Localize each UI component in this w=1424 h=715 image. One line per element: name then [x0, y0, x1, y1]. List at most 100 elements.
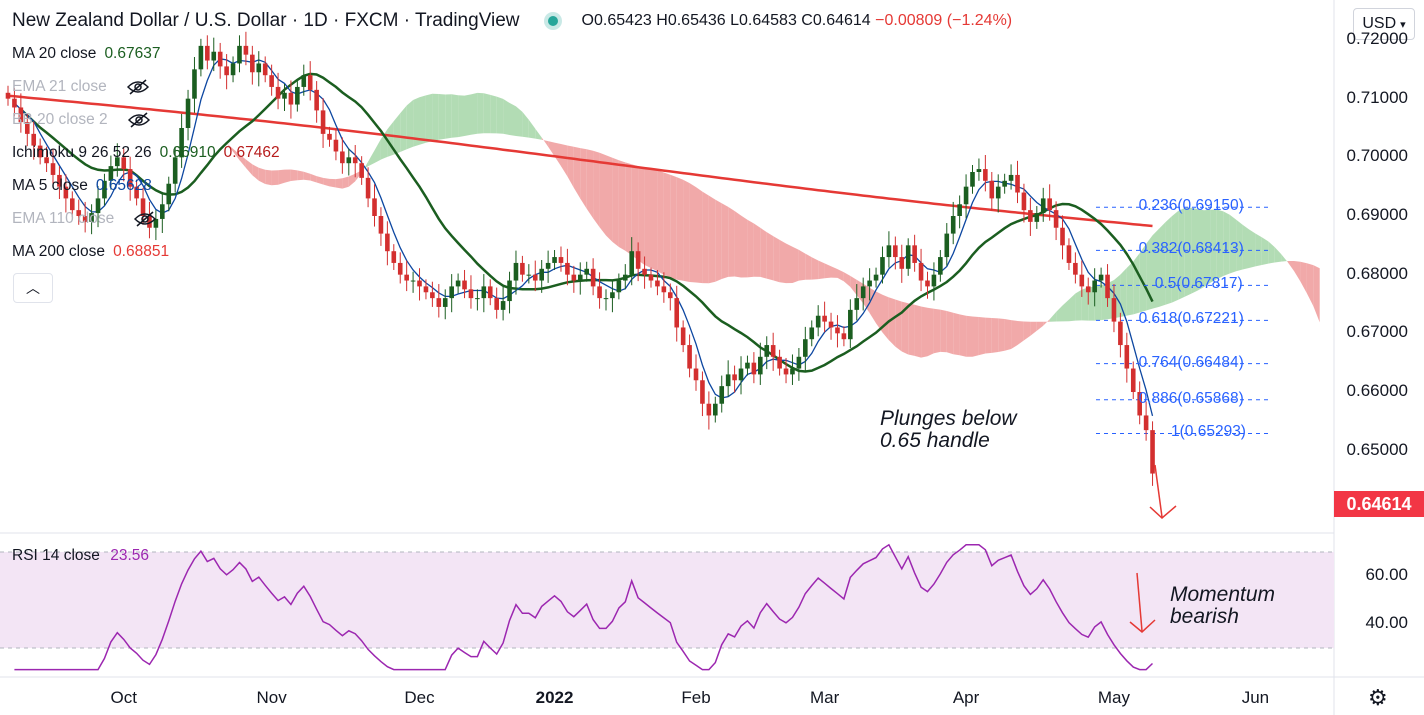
cloud-segment: [1184, 207, 1192, 297]
candle-body: [867, 280, 872, 287]
cloud-segment: [702, 191, 709, 284]
cloud-segment: [612, 157, 619, 247]
candle-body: [532, 274, 538, 281]
cloud-segment: [773, 236, 780, 283]
legend-row[interactable]: MA 200 close 0.68851: [12, 243, 169, 261]
legend-row[interactable]: MA 20 close 0.67637: [12, 45, 160, 63]
cloud-segment: [1036, 321, 1044, 331]
candle-body: [275, 86, 281, 99]
cloud-segment: [1049, 312, 1057, 322]
candle-body: [352, 157, 358, 164]
candle-body: [423, 286, 429, 293]
candle-body: [134, 186, 139, 199]
candle-body: [172, 157, 178, 184]
settings-gear-icon[interactable]: ⚙: [1368, 685, 1388, 710]
rsi-down-arrow: [1136, 572, 1143, 632]
cloud-segment: [991, 318, 999, 353]
candle-body: [397, 262, 403, 275]
candle-body: [237, 45, 242, 64]
candle-body: [70, 198, 75, 211]
legend-label: Ichimoku 9 26 52 26: [12, 144, 152, 161]
candle-body: [121, 157, 127, 170]
candle-body: [1034, 213, 1040, 222]
cloud-segment: [593, 150, 600, 228]
cloud-segment: [663, 172, 671, 278]
candle-body: [848, 309, 853, 340]
candle-body: [160, 204, 165, 219]
candle-body: [1021, 192, 1027, 211]
candle-body: [989, 180, 995, 199]
cloud-segment: [200, 121, 208, 128]
symbol-title[interactable]: New Zealand Dollar / U.S. Dollar · 1D · …: [12, 10, 520, 31]
time-tick-label: Dec: [404, 688, 435, 707]
cloud-segment: [323, 177, 330, 187]
candle-body: [629, 251, 635, 275]
cloud-segment: [1223, 211, 1230, 276]
candle-body: [455, 280, 461, 287]
candle-body: [944, 233, 950, 258]
candle-body: [886, 245, 892, 258]
candle-body: [622, 274, 628, 281]
candle-body: [327, 133, 332, 140]
hidden-eye-icon[interactable]: [127, 112, 150, 128]
legend-value: 0.68851: [113, 243, 170, 260]
candle-body: [385, 233, 390, 252]
legend-row[interactable]: EMA 21 close: [12, 78, 149, 96]
cloud-segment: [567, 145, 574, 188]
candle-body: [1105, 274, 1110, 299]
legend-row[interactable]: EMA 110 close: [12, 210, 157, 228]
price-tick-label: 0.66000: [1346, 381, 1408, 400]
fib-label: 0.886(0.65868): [1138, 389, 1244, 407]
cloud-segment: [374, 139, 381, 163]
cloud-segment: [419, 95, 426, 145]
candle-body: [1085, 286, 1091, 293]
candle-body: [44, 157, 49, 164]
hidden-eye-icon[interactable]: [126, 79, 149, 95]
cloud-segment: [1165, 216, 1172, 305]
candle-body: [127, 169, 133, 187]
candle-body: [976, 169, 982, 172]
hidden-eye-icon[interactable]: [134, 211, 157, 227]
candle-body: [224, 66, 229, 76]
cloud-segment: [1062, 299, 1069, 322]
candle-body: [828, 321, 834, 328]
cloud-segment: [882, 294, 889, 341]
candle-body: [217, 51, 223, 67]
legend-row[interactable]: Ichimoku 9 26 52 26 0.66910 0.67462: [12, 144, 280, 162]
candle-body: [1143, 415, 1149, 431]
plunge-line-2: 0.65 handle: [880, 429, 990, 452]
legend-value: 0.66910: [159, 144, 216, 161]
currency-button[interactable]: USD ▾: [1353, 8, 1415, 40]
cloud-segment: [1281, 254, 1288, 262]
plunge-annotation: Plunges below 0.65 handle: [880, 408, 1017, 452]
cloud-segment: [445, 94, 452, 139]
cloud-segment: [721, 203, 729, 279]
cloud-segment: [728, 206, 735, 277]
candle-body: [102, 180, 107, 199]
candle-body: [50, 163, 56, 175]
chevron-up-icon: ︿: [26, 280, 40, 296]
legend-row[interactable]: BB 20 close 2: [12, 111, 150, 129]
candle-body: [957, 204, 962, 216]
candle-body: [1047, 198, 1052, 211]
candle-body: [616, 280, 622, 293]
candle-body: [140, 198, 146, 216]
cloud-segment: [895, 299, 902, 352]
candle-body: [918, 262, 924, 281]
candle-body: [687, 345, 692, 369]
candle-body: [391, 251, 397, 263]
price-tick-label: 0.70000: [1346, 146, 1408, 166]
collapse-legend-button[interactable]: ︿: [13, 273, 53, 303]
candle-body: [526, 274, 532, 276]
candle-body: [745, 362, 750, 369]
price-tick-label: 0.72000: [1346, 29, 1408, 48]
rsi-line: [14, 543, 1154, 671]
candle-body: [610, 292, 615, 299]
candle-body: [205, 45, 210, 61]
candle-body: [333, 139, 339, 152]
low-value: L0.64583: [730, 12, 797, 29]
legend-row[interactable]: MA 5 close 0.65628: [12, 177, 152, 195]
cloud-segment: [413, 97, 420, 147]
candle-body: [635, 251, 641, 269]
